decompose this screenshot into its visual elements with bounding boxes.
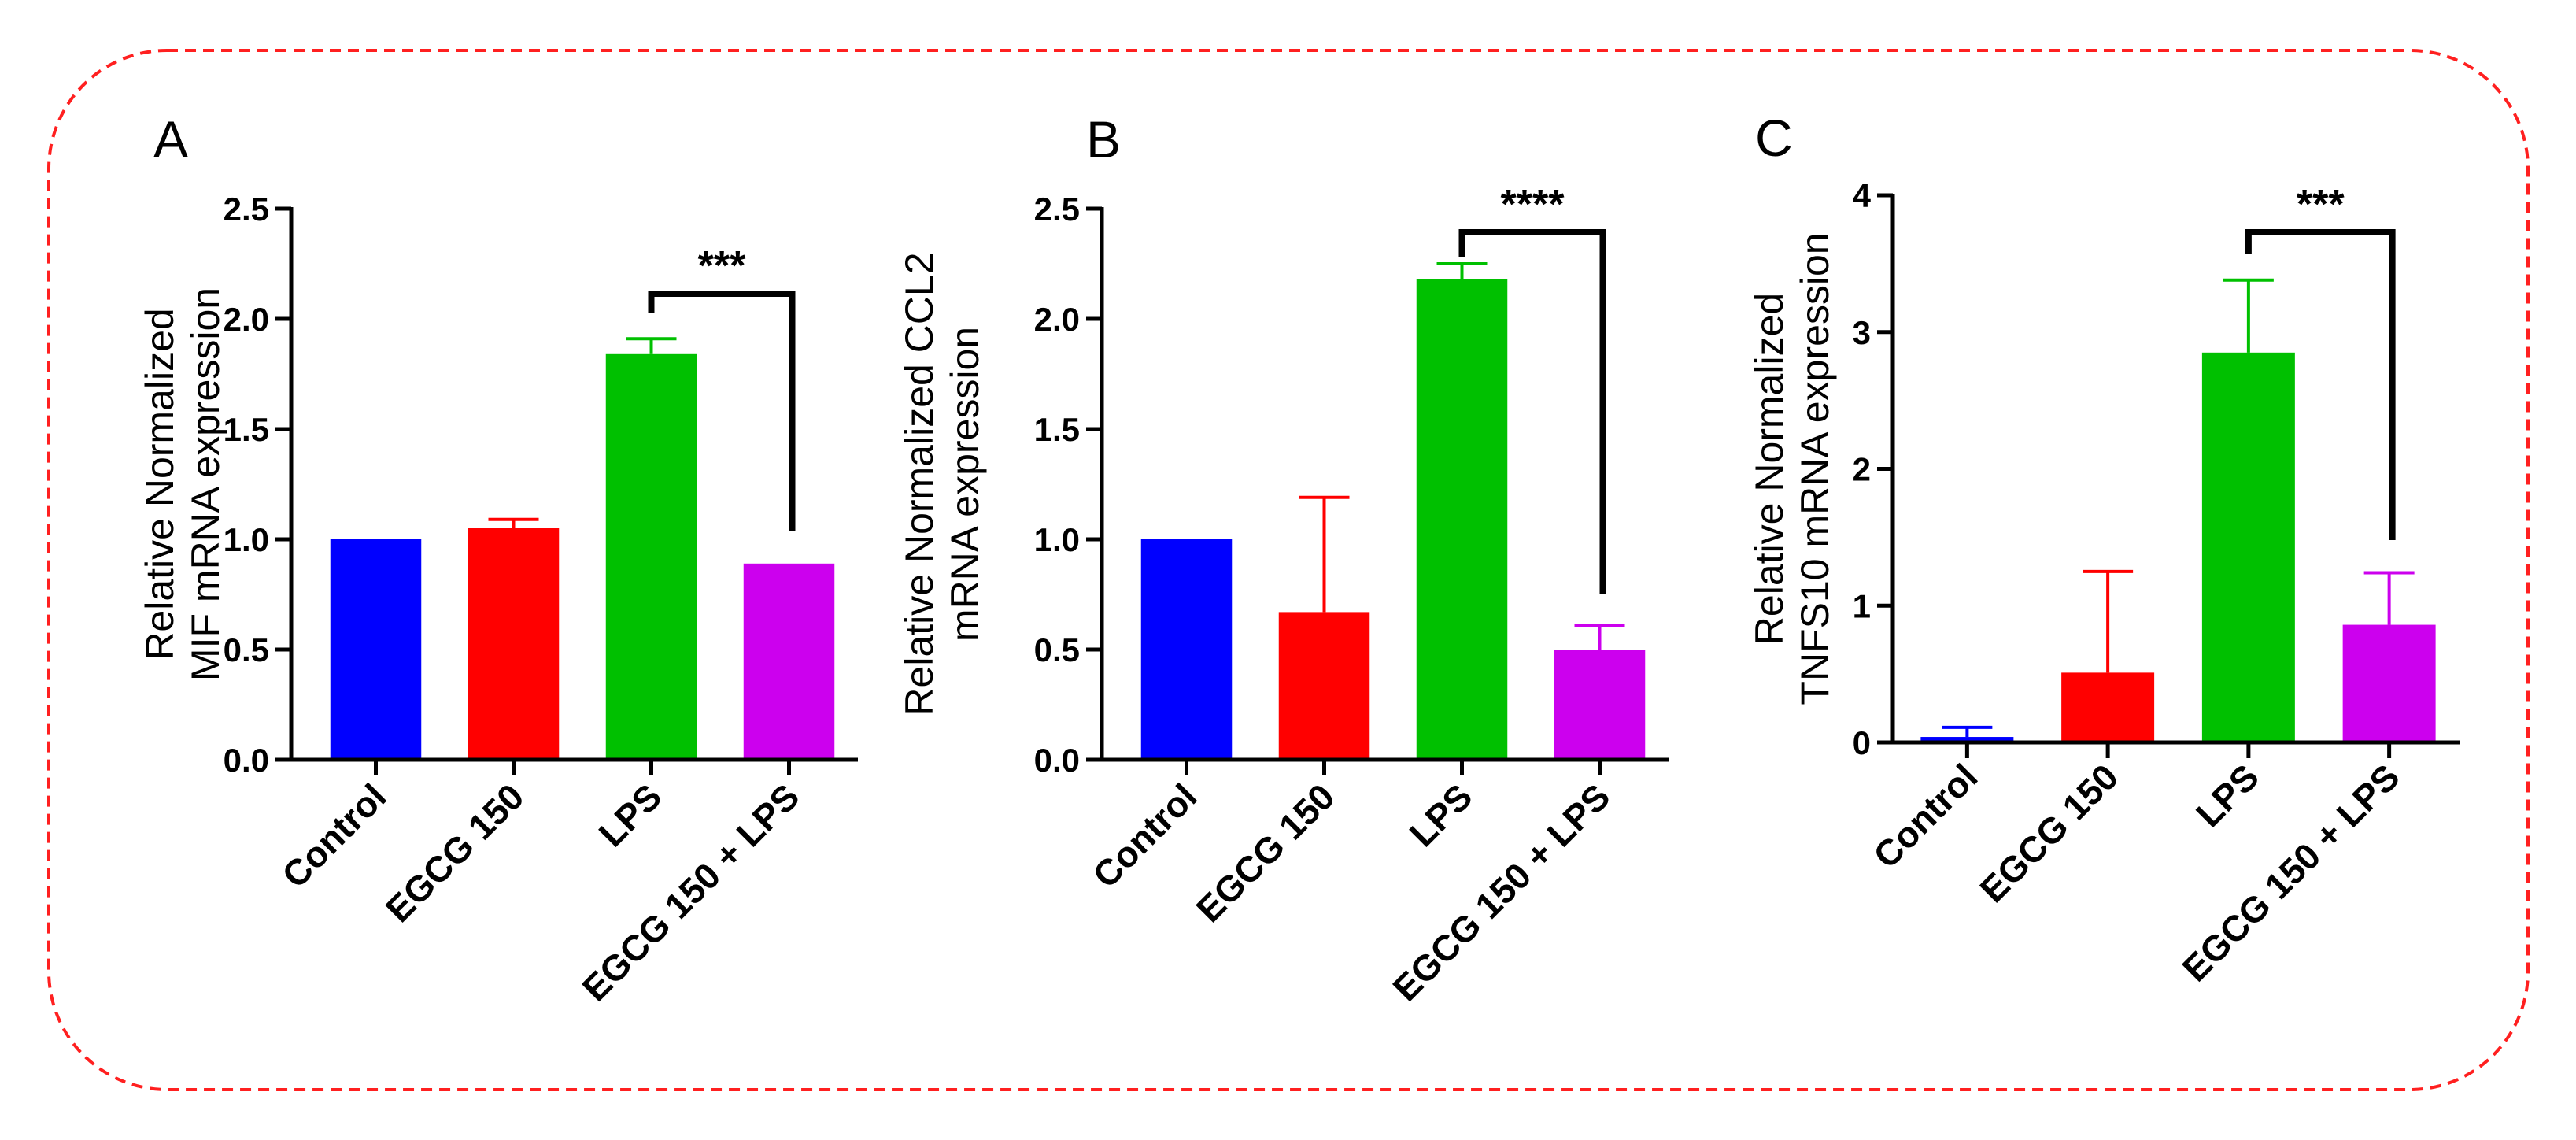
significance-bracket bbox=[1458, 229, 1606, 594]
x-category-label: Control bbox=[1865, 756, 1985, 875]
significance-bracket bbox=[648, 291, 796, 531]
y-tick-label: 1.0 bbox=[1034, 521, 1080, 558]
x-category-label: Control bbox=[1085, 775, 1204, 895]
x-category-label: Control bbox=[274, 775, 394, 895]
panel-letter: C bbox=[1755, 109, 1793, 167]
bar-egcg-150-lps bbox=[2342, 624, 2436, 742]
bar-egcg-150-lps bbox=[1554, 650, 1646, 760]
y-tick-label: 3 bbox=[1853, 314, 1871, 351]
significance-label: *** bbox=[698, 243, 746, 289]
y-tick-label: 0.0 bbox=[1034, 742, 1080, 779]
y-tick-label: 2.5 bbox=[224, 191, 269, 228]
y-axis-title: Relative Normalized TNFS10 mRNA expressio… bbox=[1747, 232, 1837, 705]
y-tick-label: 0.5 bbox=[224, 631, 269, 668]
bar-lps bbox=[2201, 352, 2295, 742]
significance-label: **** bbox=[1501, 182, 1565, 228]
error-bar bbox=[2083, 569, 2134, 673]
bar-egcg-150 bbox=[468, 528, 560, 760]
error-bar bbox=[1436, 262, 1488, 279]
bar-control bbox=[1920, 737, 2014, 742]
error-bar bbox=[2363, 571, 2415, 625]
y-tick-label: 2.0 bbox=[224, 301, 269, 338]
y-axis-title-line: Relative Normalized bbox=[138, 308, 182, 660]
error-bar bbox=[1574, 624, 1625, 650]
y-axis-title-line: MIF mRNA expression bbox=[183, 287, 227, 681]
x-category-label: LPS bbox=[591, 775, 670, 854]
y-axis-title-line: Relative Normalized bbox=[1747, 293, 1791, 645]
x-category-label: EGCG 150 bbox=[378, 775, 532, 930]
y-tick-label: 2.5 bbox=[1034, 191, 1080, 228]
bar-egcg-150 bbox=[2061, 672, 2155, 742]
error-bar bbox=[2223, 278, 2274, 353]
bar-egcg-150 bbox=[1278, 612, 1370, 760]
bar-egcg-150-lps bbox=[743, 563, 835, 760]
y-tick-label: 1.5 bbox=[224, 411, 269, 448]
bar-lps bbox=[1416, 279, 1508, 761]
significance-label: *** bbox=[2297, 182, 2345, 228]
x-category-label: LPS bbox=[2188, 756, 2267, 835]
y-axis-title-line: TNFS10 mRNA expression bbox=[1793, 232, 1837, 705]
bar-lps bbox=[605, 353, 697, 760]
y-axis-title-line: mRNA expression bbox=[943, 327, 987, 642]
y-tick-label: 0.5 bbox=[1034, 631, 1080, 668]
y-axis-title: Relative Normalized MIF mRNA expression bbox=[138, 287, 227, 681]
y-tick-label: 2.0 bbox=[1034, 301, 1080, 338]
y-axis-title: Relative Normalized CCL2 mRNA expression bbox=[897, 252, 987, 716]
y-tick-label: 1 bbox=[1853, 587, 1871, 624]
bar-control bbox=[1140, 539, 1233, 760]
error-bar bbox=[626, 337, 677, 354]
y-tick-label: 1.5 bbox=[1034, 411, 1080, 448]
panel-letter: B bbox=[1086, 110, 1121, 168]
x-category-label: EGCG 150 bbox=[1188, 775, 1343, 930]
y-tick-label: 4 bbox=[1853, 177, 1872, 214]
error-bar bbox=[488, 517, 539, 528]
x-category-label: EGCG 150 bbox=[1972, 756, 2126, 910]
error-bar bbox=[1299, 495, 1350, 613]
y-axis-title-line: Relative Normalized CCL2 bbox=[897, 252, 941, 716]
y-tick-label: 0 bbox=[1853, 724, 1871, 761]
dashed-border bbox=[47, 49, 2530, 1091]
y-tick-label: 0.0 bbox=[224, 742, 269, 779]
significance-bracket bbox=[2245, 229, 2396, 540]
error-bar bbox=[1942, 725, 1993, 738]
y-tick-label: 2 bbox=[1853, 451, 1871, 488]
bar-control bbox=[330, 539, 422, 760]
x-category-label: LPS bbox=[1402, 775, 1480, 854]
panel-letter: A bbox=[153, 110, 188, 168]
y-tick-label: 1.0 bbox=[224, 521, 269, 558]
